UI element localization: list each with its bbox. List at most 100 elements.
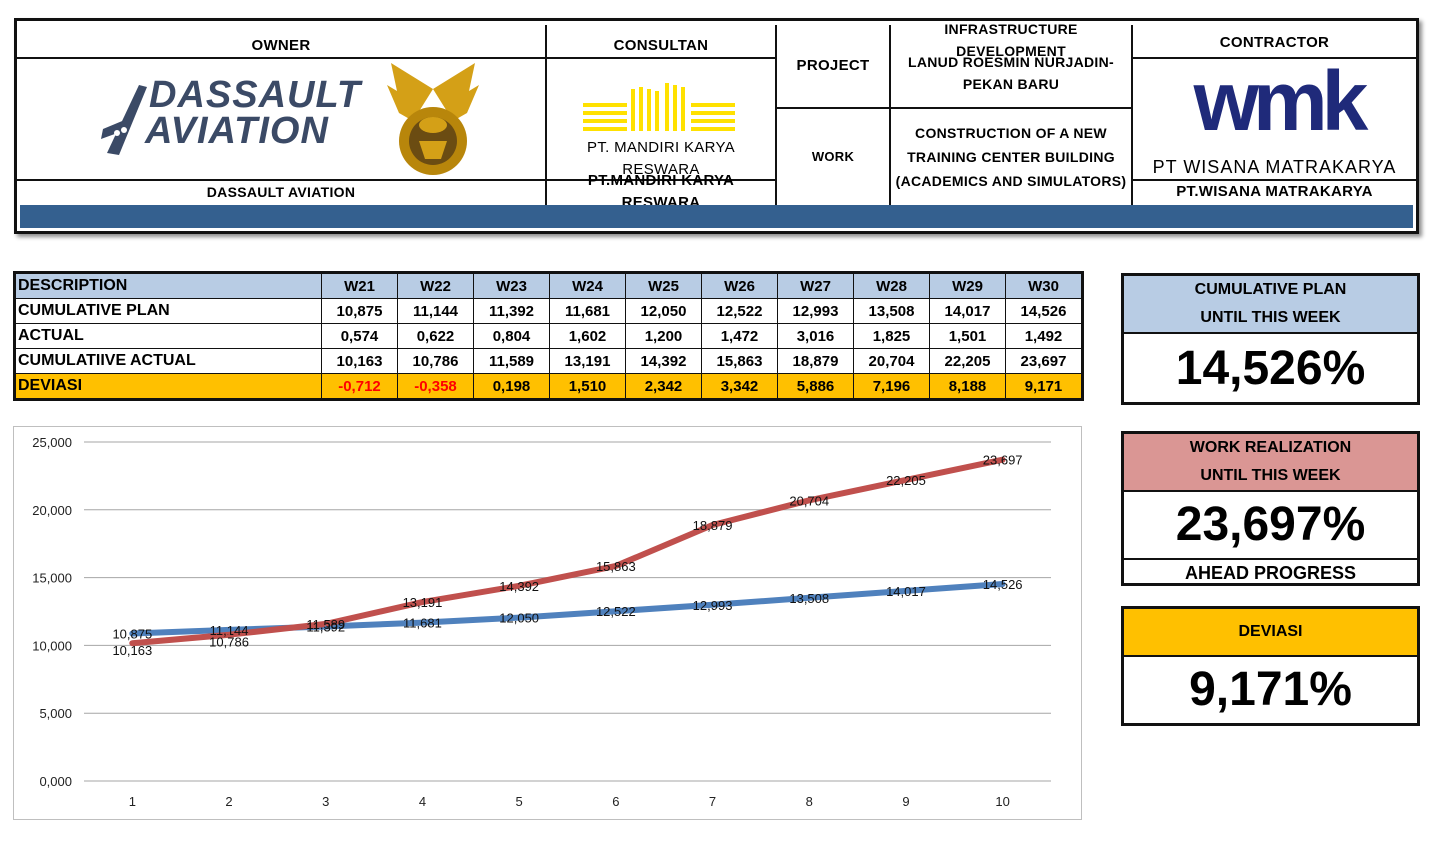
table-cell: 2,342	[625, 373, 702, 400]
y-tick-label: 25,000	[32, 435, 72, 450]
divider	[17, 179, 775, 181]
column-header: W29	[929, 272, 1006, 299]
data-label: 10,875	[112, 627, 152, 642]
data-label: 10,786	[209, 635, 249, 650]
dassault-logo: DASSAULT AVIATION	[97, 71, 360, 161]
table-cell: 0,622	[397, 323, 474, 349]
data-point	[711, 524, 714, 527]
y-tick-label: 0,000	[39, 774, 72, 789]
table-cell: 0,574	[321, 323, 398, 349]
data-point	[1001, 583, 1004, 586]
work-realization-value: 23,697%	[1124, 492, 1417, 560]
table-cell: 11,681	[549, 298, 626, 324]
table-cell: 14,392	[625, 348, 702, 374]
data-label: 14,526	[983, 577, 1023, 592]
work-value-line2: TRAINING CENTER BUILDING	[907, 149, 1115, 165]
project-label: PROJECT	[796, 57, 870, 74]
x-tick-label: 3	[322, 794, 329, 809]
project-value-line1: INFRASTRUCTURE DEVELOPMENT	[944, 21, 1078, 59]
contractor-logo-mark: wmk	[1193, 54, 1369, 148]
table-cell: 12,993	[777, 298, 854, 324]
y-tick-label: 15,000	[32, 571, 72, 586]
progress-chart: 0,000 5,000 10,000 15,000 20,000 25,000 1 2 3 4 5 6…	[13, 426, 1082, 820]
data-label: 15,863	[596, 559, 636, 574]
data-point	[808, 596, 811, 599]
y-tick-label: 5,000	[39, 706, 72, 721]
table-cell: 12,522	[701, 298, 778, 324]
panel-subtitle: UNTIL THIS WEEK	[1200, 467, 1341, 484]
work-value-line3: (ACADEMICS AND SIMULATORS)	[895, 173, 1127, 189]
data-label: 11,392	[306, 620, 345, 635]
x-tick-label: 1	[129, 794, 136, 809]
table-cell: 20,704	[853, 348, 930, 374]
data-point	[904, 589, 907, 592]
work-realization-panel: WORK REALIZATION UNTIL THIS WEEK 23,697%…	[1121, 431, 1420, 586]
table-cell: 14,017	[929, 298, 1006, 324]
work-value: CONSTRUCTION OF A NEW TRAINING CENTER BU…	[891, 121, 1131, 193]
table-row: ACTUAL 0,574 0,622 0,804 1,602 1,200 1,4…	[14, 323, 1083, 349]
y-tick-label: 10,000	[32, 638, 72, 653]
project-value: INFRASTRUCTURE DEVELOPMENT LANUD ROESMIN…	[891, 21, 1131, 107]
x-tick-label: 10	[995, 794, 1009, 809]
data-point	[324, 625, 327, 628]
owner-logo-line1: DASSAULT	[149, 74, 362, 116]
data-point	[518, 584, 521, 587]
table-cell: 8,188	[929, 373, 1006, 400]
panel-title: DEVIASI	[1124, 609, 1417, 657]
deviasi-value: 9,171%	[1189, 663, 1352, 716]
divider	[775, 107, 1131, 109]
panel-header: CUMULATIVE PLAN UNTIL THIS WEEK	[1124, 276, 1417, 334]
contractor-logo-text: PT WISANA MATRAKARYA	[1152, 157, 1397, 177]
data-label: 11,681	[403, 616, 442, 631]
table-cell: 11,589	[473, 348, 550, 374]
data-point	[904, 478, 907, 481]
column-header: W26	[701, 272, 778, 299]
contractor-name: PT.WISANA MATRAKARYA	[1176, 183, 1373, 200]
data-label: 11,144	[210, 623, 249, 638]
table-cell: 15,863	[701, 348, 778, 374]
data-point	[1001, 458, 1004, 461]
column-header: W22	[397, 272, 474, 299]
data-point	[421, 621, 424, 624]
header-band	[20, 205, 1413, 228]
table-cell: 1,501	[929, 323, 1006, 349]
column-header: W23	[473, 272, 550, 299]
table-cell: -0,358	[397, 373, 474, 400]
table-cell: 13,191	[549, 348, 626, 374]
contractor-label: CONTRACTOR	[1219, 34, 1330, 51]
data-label: 13,191	[403, 595, 443, 610]
table-row-deviasi: DEVIASI -0,712 -0,358 0,198 1,510 2,342 …	[14, 373, 1083, 400]
data-label: 12,993	[693, 598, 733, 613]
row-label: ACTUAL	[14, 323, 322, 349]
data-label: 20,704	[789, 493, 829, 508]
panel-title: CUMULATIVE PLAN	[1194, 281, 1347, 298]
owner-logo-line2: AVIATION	[145, 110, 329, 152]
deviasi-panel: DEVIASI 9,171%	[1121, 606, 1420, 726]
column-header: W30	[1005, 272, 1083, 299]
table-cell: 5,886	[777, 373, 854, 400]
table-row: CUMULATIIVE ACTUAL 10,163 10,786 11,589 …	[14, 348, 1083, 374]
table-cell: 12,050	[625, 298, 702, 324]
table-cell: 10,163	[321, 348, 398, 374]
data-label: 10,163	[112, 643, 152, 658]
cumulative-plan-value: 14,526%	[1175, 342, 1366, 395]
divider	[775, 25, 777, 205]
column-header: W25	[625, 272, 702, 299]
series-line-2	[129, 456, 1006, 647]
project-value-line2: LANUD ROESMIN NURJADIN-	[907, 54, 1114, 70]
x-tick-label: 4	[419, 794, 426, 809]
progress-status: AHEAD PROGRESS	[1184, 563, 1357, 583]
table-header-row: DESCRIPTION W21 W22 W23 W24 W25 W26 W27 …	[14, 272, 1083, 299]
x-tick-label: 6	[612, 794, 619, 809]
table-cell: 10,875	[321, 298, 398, 324]
table-cell: 14,526	[1005, 298, 1083, 324]
table-cell: 1,492	[1005, 323, 1083, 349]
panel-title: WORK REALIZATION	[1189, 439, 1352, 456]
x-tick-label: 7	[709, 794, 716, 809]
chart-plot: 0,000 5,000 10,000 15,000 20,000 25,000 1 2 3 4 5 6…	[32, 435, 1051, 809]
divider	[889, 25, 891, 205]
data-point	[228, 633, 231, 636]
mandiri-logo-icon	[583, 83, 735, 131]
table-cell: 9,171	[1005, 373, 1083, 400]
panel-subtitle: UNTIL THIS WEEK	[1200, 309, 1341, 326]
